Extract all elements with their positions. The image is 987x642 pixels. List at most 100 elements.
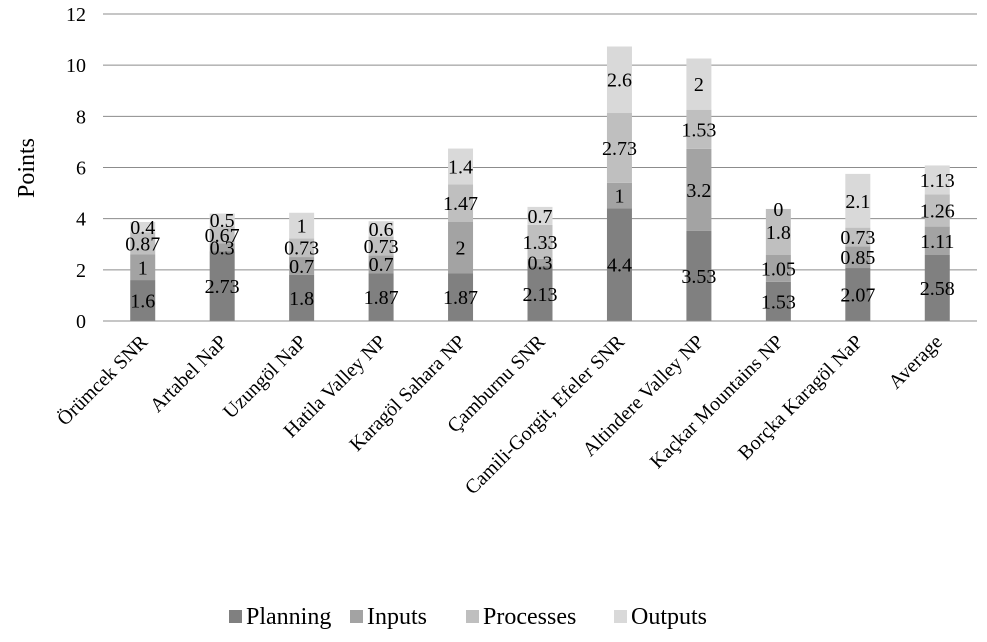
data-label: 0.3 [528, 253, 553, 275]
legend-swatch-inputs [350, 610, 363, 623]
data-label: 1.33 [523, 232, 558, 254]
bars [130, 46, 950, 321]
data-label: 1 [614, 186, 624, 208]
data-label: 1.47 [443, 193, 478, 215]
data-label: 1.8 [766, 222, 791, 244]
y-axis-label: Points [14, 138, 40, 198]
data-label: 1.6 [130, 291, 155, 313]
data-label: 2.58 [920, 278, 955, 300]
legend-label-inputs: Inputs [367, 604, 427, 630]
x-category-label: Kaçkar Mountains NP [646, 331, 788, 473]
bar-segment-inputs [527, 258, 553, 267]
bar-segment-planning [686, 230, 712, 321]
x-category-label: Average [884, 331, 946, 393]
bar-segment-outputs [130, 221, 156, 233]
data-label: 1.13 [920, 170, 955, 192]
data-label: 2.1 [845, 191, 870, 213]
bar-segment-planning [527, 266, 553, 321]
data-label: 1 [138, 257, 148, 279]
data-label: 3.53 [681, 266, 716, 288]
data-label: 2 [456, 238, 466, 260]
legend-swatch-outputs [614, 610, 627, 623]
y-tick-label: 6 [76, 158, 86, 180]
data-label: 1.53 [681, 119, 716, 141]
bar-segment-inputs [924, 226, 950, 255]
bar-segment-outputs [686, 58, 712, 110]
data-label: 0.73 [840, 227, 875, 249]
bar-segment-processes [845, 227, 871, 247]
bar-segment-processes [924, 194, 950, 227]
data-label: 0.7 [528, 206, 553, 228]
data-label: 3.2 [686, 180, 711, 202]
y-axis-ticks: 0 2 4 6 8 10 12 [66, 4, 86, 333]
bar-segment-processes [130, 232, 156, 255]
x-category-label: Artabel NaP [146, 331, 232, 417]
gridlines [103, 13, 977, 271]
data-label: 1.53 [761, 291, 796, 313]
bar-segment-planning [368, 273, 394, 321]
bar-segment-outputs [527, 206, 553, 225]
bar-segment-planning [765, 281, 791, 321]
bar-segment-outputs [924, 165, 950, 195]
data-label: 0.7 [289, 256, 314, 278]
bar-segment-inputs [289, 257, 315, 275]
data-label: 2.6 [607, 70, 632, 92]
data-label: 0.7 [369, 254, 394, 276]
legend: Planning Inputs Processes Outputs [229, 604, 707, 630]
data-label: 0.73 [284, 238, 319, 260]
data-label: 1.26 [920, 200, 955, 222]
bar-segment-processes [289, 238, 315, 258]
y-tick-label: 10 [66, 55, 86, 77]
data-label: 4.4 [607, 255, 632, 277]
bar-segment-inputs [845, 246, 871, 269]
data-label: 2.73 [205, 276, 240, 298]
data-label: 0.6 [369, 219, 394, 241]
data-label: 2.07 [840, 285, 875, 307]
bar-segment-outputs [209, 213, 235, 227]
bar-segment-processes [606, 113, 632, 183]
bar-segment-processes [686, 109, 712, 149]
y-tick-label: 12 [66, 4, 86, 26]
data-label: 0.85 [840, 247, 875, 269]
bar-segment-planning [606, 208, 632, 321]
bar-segment-outputs [845, 173, 871, 228]
data-label: 0.3 [210, 237, 235, 259]
data-label: 0.67 [205, 225, 240, 247]
legend-swatch-planning [229, 610, 242, 623]
data-label: 1.11 [920, 231, 954, 253]
y-tick-label: 4 [76, 209, 86, 231]
data-label: 1.05 [761, 258, 796, 280]
legend-swatch-processes [466, 610, 479, 623]
legend-label-planning: Planning [246, 604, 331, 630]
bar-segment-planning [448, 273, 474, 321]
data-label: 0.4 [130, 217, 155, 239]
bar-segment-inputs [606, 182, 632, 209]
bar-segment-planning [209, 251, 235, 321]
y-tick-label: 0 [76, 311, 86, 333]
data-label: 0.5 [210, 210, 235, 232]
bar-segment-outputs [368, 221, 394, 237]
bar-segment-processes [765, 208, 791, 255]
bar-segment-inputs [448, 221, 474, 274]
legend-label-outputs: Outputs [631, 604, 707, 630]
bar-segment-inputs [368, 255, 394, 274]
data-label: 1.87 [443, 287, 478, 309]
data-label: 1 [297, 216, 307, 238]
data-label: 0.87 [125, 233, 160, 255]
data-labels: 1.610.870.42.730.30.670.51.80.70.7311.87… [125, 70, 955, 314]
y-tick-label: 8 [76, 106, 86, 128]
bar-segment-inputs [209, 243, 235, 252]
bar-segment-processes [209, 226, 235, 244]
data-label: 1.4 [448, 156, 473, 178]
bar-segment-outputs [606, 46, 632, 114]
bar-segment-inputs [130, 254, 156, 281]
data-label: 2.73 [602, 138, 637, 160]
bar-segment-planning [130, 280, 156, 321]
data-label: 1.8 [289, 288, 314, 310]
bar-segment-planning [845, 268, 871, 321]
data-label: 2.13 [523, 284, 558, 306]
bar-segment-processes [527, 224, 553, 259]
bar-segment-outputs [289, 212, 315, 239]
